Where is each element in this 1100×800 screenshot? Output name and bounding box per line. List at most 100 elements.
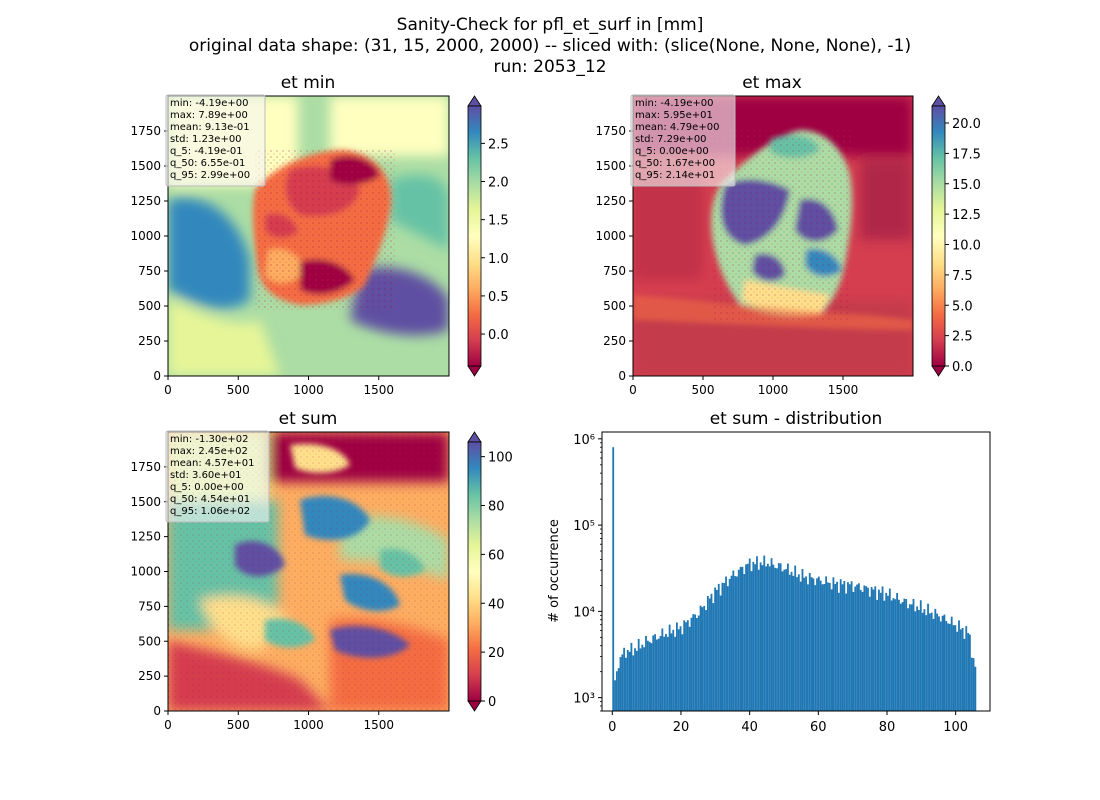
histogram-bar	[623, 647, 626, 711]
colorbar-extend-max	[931, 95, 946, 107]
histogram-bar	[794, 565, 797, 711]
colorbar-extend-max	[467, 431, 482, 443]
histogram-bar	[859, 589, 862, 711]
stat-q95: q_95: 2.14e+01	[635, 170, 715, 181]
histogram-bar	[850, 581, 853, 711]
histogram-bar	[905, 599, 908, 711]
colorbar-gradient	[931, 105, 946, 367]
histogram-bar	[619, 657, 622, 711]
stat-mean: mean: 4.79e+00	[635, 122, 719, 133]
stat-q50: q_50: 4.54e+01	[170, 494, 250, 505]
x-axis-ticks: 0 500 1000 1500	[164, 711, 394, 732]
histogram-bar	[643, 647, 646, 711]
histogram-bar	[708, 598, 711, 711]
histogram-bar	[974, 666, 977, 711]
histogram-bar	[666, 636, 669, 711]
histogram-bar	[803, 577, 806, 711]
x-tick-label: 0	[608, 720, 616, 735]
histogram-bar	[952, 625, 955, 711]
colorbar-tick-label: 0	[488, 695, 496, 710]
y-tick-label: 0	[153, 369, 161, 383]
histogram-bar	[777, 563, 780, 711]
histogram-bar	[717, 583, 720, 711]
histogram-bar	[907, 608, 909, 711]
stat-min: min: -1.30e+02	[170, 434, 249, 445]
histogram-bar	[626, 649, 629, 711]
histogram-bar	[650, 643, 653, 711]
histogram-bar	[941, 615, 944, 711]
histogram-bar	[807, 584, 809, 711]
histogram-bar	[879, 592, 882, 711]
colorbar-tick-label: 2.0	[488, 176, 509, 191]
y-tick-label: 1500	[130, 159, 161, 173]
colorbar-tick-label: 20.0	[952, 117, 981, 132]
histogram-bar	[772, 564, 775, 711]
y-tick-label: 500	[138, 299, 161, 313]
histogram-bar	[783, 569, 786, 711]
histogram-bar	[817, 576, 820, 711]
histogram-bar	[845, 593, 848, 711]
histogram-bar	[959, 629, 962, 711]
histogram-bar	[914, 611, 917, 711]
histogram-bar	[732, 570, 735, 711]
histogram-bar	[870, 587, 873, 711]
histogram-bar	[799, 581, 802, 711]
histogram-bar	[883, 600, 886, 711]
histogram-bar	[810, 577, 813, 711]
histogram-bar	[719, 595, 722, 711]
stats-box: min: -1.30e+02 max: 2.45e+02 mean: 4.57e…	[165, 430, 270, 523]
histogram-bar	[939, 621, 942, 711]
histogram-bar	[681, 634, 684, 711]
stat-q50: q_50: 1.67e+00	[635, 158, 715, 169]
stats-box: min: -4.19e+00 max: 7.89e+00 mean: 9.13e…	[165, 94, 266, 187]
y-tick-label: 250	[603, 334, 626, 348]
histogram-bar	[705, 610, 707, 711]
histogram-bar	[888, 588, 891, 711]
histogram-bar	[830, 589, 833, 711]
panel-et-sum-distribution: et sum - distribution 0 20 40 60 80 100 10³10…	[547, 409, 991, 735]
colorbar-tick-label: 1.5	[488, 214, 509, 229]
histogram-bar	[746, 563, 749, 711]
histogram-bar	[745, 564, 747, 711]
panel-title: et sum	[279, 409, 338, 429]
colorbar-tick-label: 2.5	[488, 137, 509, 152]
histogram-bar	[956, 631, 959, 711]
histogram-bar	[690, 617, 693, 711]
histogram-bar	[683, 620, 686, 711]
histogram-bar	[836, 581, 838, 711]
x-tick-label: 0	[164, 718, 172, 732]
histogram-bar	[903, 598, 906, 711]
colorbar-tick-label: 15.0	[952, 178, 981, 193]
x-tick-label: 1500	[363, 383, 394, 397]
colorbar-tick-label: 7.5	[952, 269, 973, 284]
histogram-bar	[899, 603, 902, 711]
histogram-bar	[723, 582, 726, 711]
histogram-bar	[843, 581, 846, 711]
histogram-bar	[892, 598, 895, 711]
histogram-bar	[787, 563, 789, 711]
histogram-bar	[908, 604, 911, 711]
colorbar-tick-label: 5.0	[952, 299, 973, 314]
stat-std: std: 1.23e+00	[170, 134, 242, 145]
histogram-bar	[743, 574, 746, 711]
histogram-bar	[737, 569, 740, 711]
histogram-bar	[839, 579, 842, 711]
histogram-bar	[659, 635, 662, 711]
histogram-bar	[686, 620, 689, 711]
histogram-bar	[750, 571, 753, 711]
stat-mean: mean: 9.13e-01	[170, 122, 250, 133]
y-tick-label: 1250	[130, 530, 161, 544]
histogram-bar	[725, 576, 727, 711]
y-tick-label: 1000	[130, 229, 161, 243]
colorbar-tick-label: 12.5	[952, 208, 981, 223]
histogram-bar	[814, 585, 817, 711]
y-tick-label: 0	[618, 369, 626, 383]
y-tick-label: 1500	[595, 159, 626, 173]
y-tick-label: 250	[138, 669, 161, 683]
histogram-bar	[841, 584, 844, 711]
histogram-bar	[712, 603, 715, 711]
y-axis-ticks: 0 250 500 750 1000 1250 1500 1750	[130, 460, 168, 718]
histogram-bar	[896, 593, 899, 711]
